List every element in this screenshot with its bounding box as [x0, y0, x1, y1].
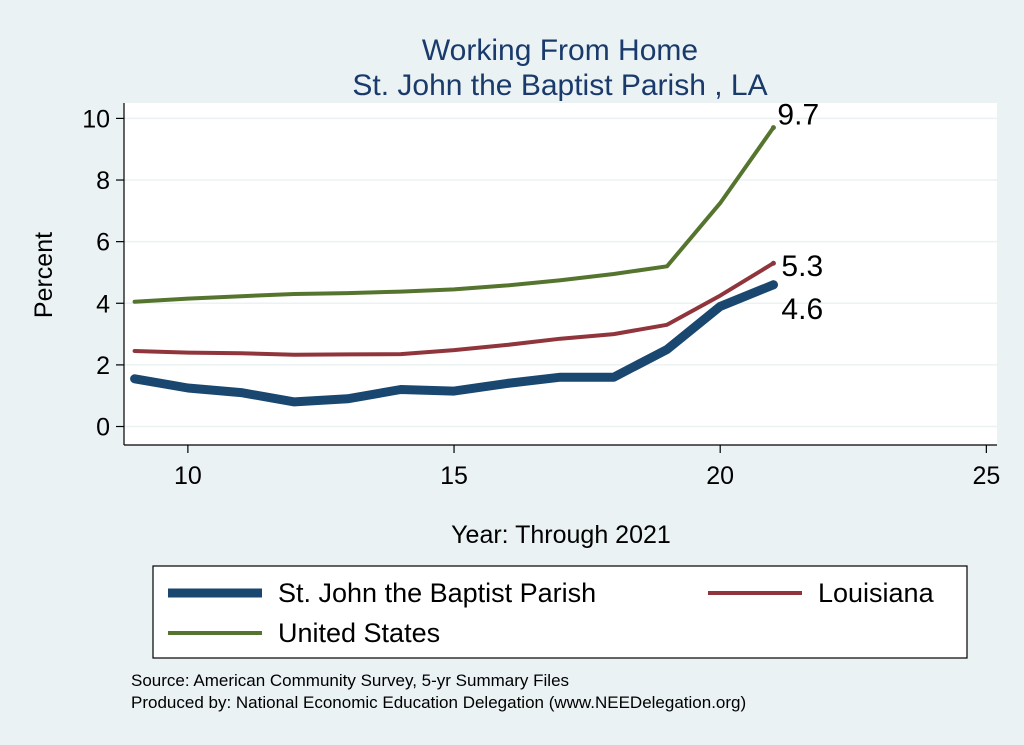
x-axis-label: Year: Through 2021 [451, 521, 671, 549]
series-line-1 [132, 261, 776, 357]
plot-area [124, 103, 997, 445]
legend-label-0: St. John the Baptist Parish [278, 578, 596, 608]
y-tick-label: 8 [96, 167, 110, 195]
series-end-point-0 [768, 280, 778, 290]
y-tick-label: 0 [96, 414, 110, 442]
y-tick-label: 4 [96, 290, 110, 318]
y-axis-label: Percent [30, 232, 58, 318]
x-tick-label: 20 [706, 462, 734, 490]
legend [152, 565, 968, 659]
y-tick-label: 10 [82, 105, 110, 133]
source-note: Source: American Community Survey, 5-yr … [131, 671, 569, 690]
legend-label-2: United States [278, 618, 440, 648]
producer-note: Produced by: National Economic Education… [131, 693, 746, 712]
axis-ticks: 0 2 4 6 8 10 10 15 20 25 [82, 105, 1000, 490]
y-tick-label: 2 [96, 352, 110, 380]
series-end-point-2 [770, 125, 776, 131]
chart-subtitle: St. John the Baptist Parish , LA [352, 69, 767, 102]
end-labels: 4.6 5.3 9.7 [777, 99, 823, 326]
end-value-label-1: 5.3 [781, 250, 823, 283]
x-tick-label: 15 [440, 462, 468, 490]
chart-title: Working From Home [422, 34, 698, 67]
legend-items: St. John the Baptist Parish Louisiana Unit… [168, 578, 935, 648]
series-end-point-1 [770, 260, 776, 266]
end-value-label-0: 4.6 [781, 293, 823, 326]
series-lines [130, 125, 778, 407]
x-tick-label: 25 [972, 462, 1000, 490]
end-value-label-2: 9.7 [777, 99, 819, 132]
series-line-2 [132, 125, 776, 304]
y-tick-label: 6 [96, 229, 110, 257]
x-tick-label: 10 [174, 462, 202, 490]
legend-label-1: Louisiana [818, 578, 935, 608]
series-line-0 [130, 280, 778, 407]
gridlines [124, 117, 997, 428]
